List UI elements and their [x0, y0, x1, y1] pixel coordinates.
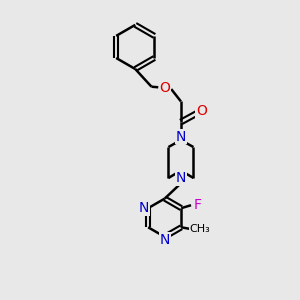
- Text: CH₃: CH₃: [190, 224, 210, 234]
- Text: O: O: [159, 81, 170, 95]
- Text: O: O: [196, 104, 207, 118]
- Text: N: N: [160, 233, 170, 247]
- Text: N: N: [176, 171, 186, 185]
- Text: F: F: [194, 198, 202, 212]
- Text: N: N: [139, 201, 149, 215]
- Text: N: N: [176, 130, 186, 144]
